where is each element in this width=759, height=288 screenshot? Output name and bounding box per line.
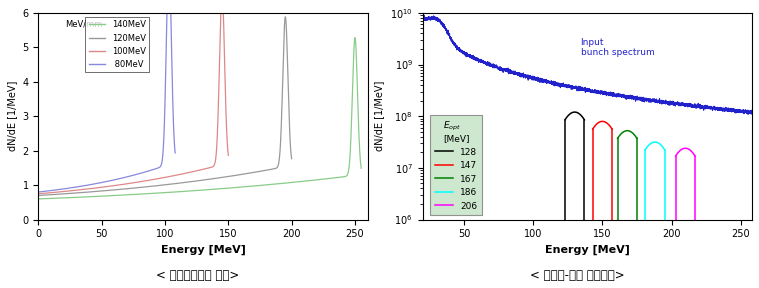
Text: < 사이클로트론 장치>: < 사이클로트론 장치> xyxy=(156,269,239,282)
Y-axis label: dN/dE [1/MeV]: dN/dE [1/MeV] xyxy=(374,81,385,151)
Text: MeV/mm: MeV/mm xyxy=(65,19,102,28)
Legend: 128, 147, 167, 186, 206: 128, 147, 167, 186, 206 xyxy=(430,115,482,215)
Y-axis label: dN/dE [1/MeV]: dN/dE [1/MeV] xyxy=(7,81,17,151)
Text: Input
bunch spectrum: Input bunch spectrum xyxy=(581,38,654,57)
Legend: 140MeV, 120MeV, 100MeV,  80MeV: 140MeV, 120MeV, 100MeV, 80MeV xyxy=(86,17,150,72)
X-axis label: Energy [MeV]: Energy [MeV] xyxy=(545,245,630,255)
X-axis label: Energy [MeV]: Energy [MeV] xyxy=(161,245,245,255)
Text: < 레이저-입자 가속장치>: < 레이저-입자 가속장치> xyxy=(530,269,624,282)
